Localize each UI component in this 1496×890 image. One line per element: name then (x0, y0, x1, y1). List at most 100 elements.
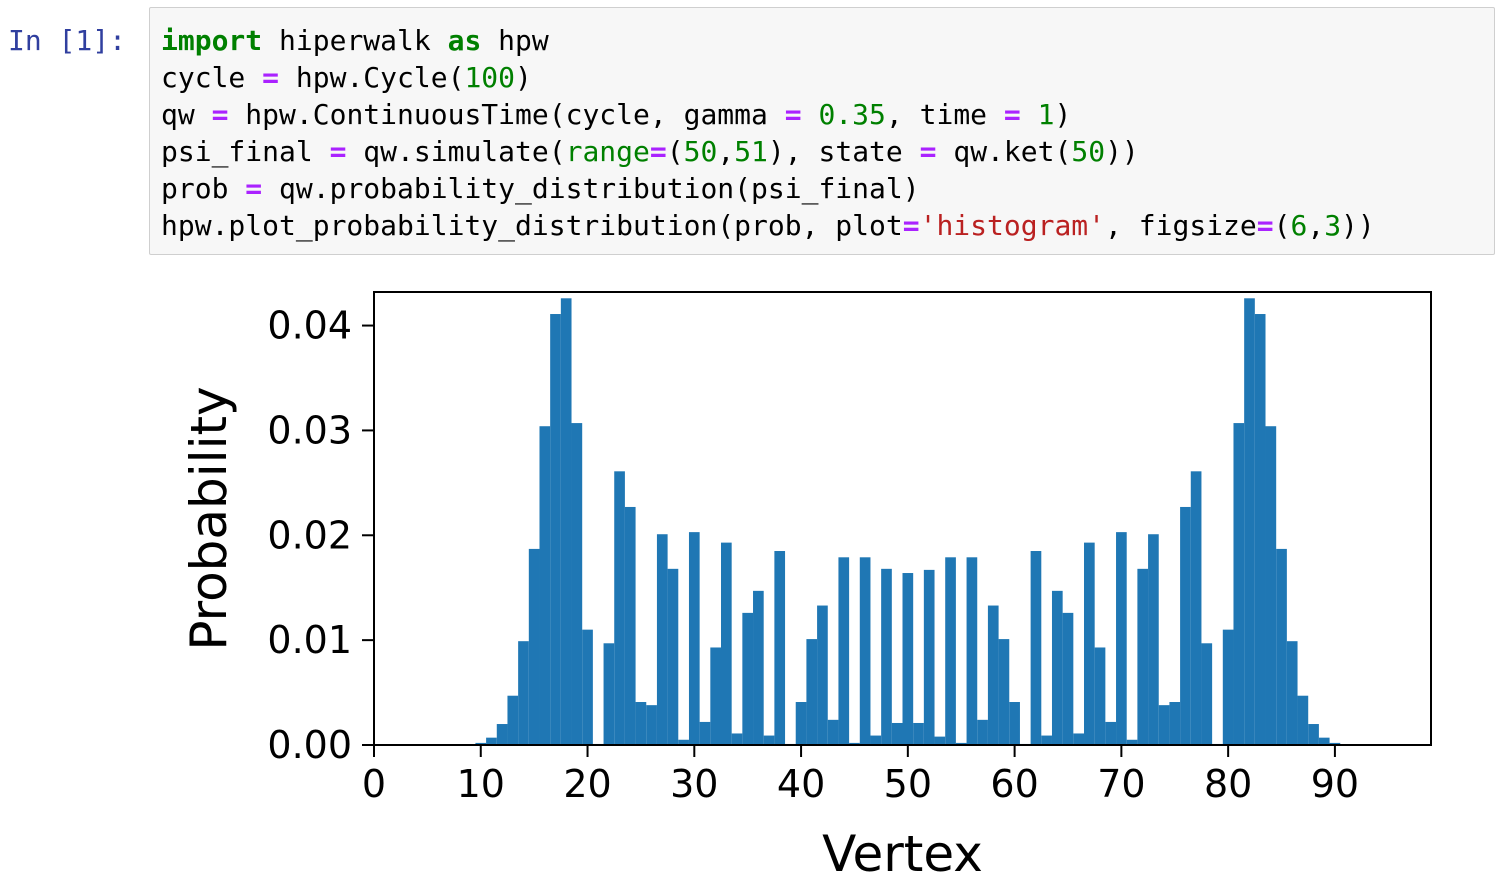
x-tick-label: 30 (670, 762, 718, 806)
histogram-bar (1105, 721, 1117, 745)
histogram-bar (507, 695, 519, 745)
histogram-bar (1297, 695, 1309, 745)
histogram-bar (560, 298, 572, 745)
code-line: hpw.plot_probability_distribution(prob, … (161, 207, 1375, 244)
code-token: , time (885, 98, 1004, 131)
code-token: 50 (683, 135, 718, 168)
histogram-bar (1190, 471, 1202, 745)
histogram-bar (1137, 568, 1149, 745)
histogram-bar (891, 722, 903, 745)
code-token: = (649, 135, 667, 168)
histogram-bar (646, 705, 657, 745)
histogram-bar (774, 551, 786, 745)
histogram-bar (688, 532, 700, 745)
input-prompt: In [1]: (8, 24, 127, 57)
code-line: import hiperwalk as hpw (161, 22, 1375, 59)
x-axis-ticks: 0 10 20 30 40 50 60 70 80 90 (362, 745, 1359, 806)
code-cell[interactable]: import hiperwalk as hpw cycle = hpw.Cycle… (149, 7, 1495, 255)
histogram-bar (987, 605, 999, 745)
histogram-bar (1276, 548, 1287, 745)
x-tick-label: 0 (362, 762, 386, 806)
x-tick-label: 50 (884, 762, 932, 806)
code-token: = (919, 135, 937, 168)
y-axis-label: Probability (180, 386, 238, 650)
histogram-bar (742, 612, 754, 745)
histogram-bar (795, 702, 807, 745)
histogram-bar (945, 557, 956, 745)
code-token: 1 (1037, 98, 1055, 131)
cell-output: 0 10 20 30 40 50 60 70 80 90 0.00 0.01 0.02 0.03 0.04… (0, 268, 1496, 888)
histogram-bar (486, 737, 497, 745)
code-token: psi_final (161, 135, 330, 168)
y-tick-label: 0.04 (267, 304, 352, 348)
y-tick-label: 0.03 (267, 408, 352, 452)
code-token: hpw.ContinuousTime(cycle, gamma (228, 98, 785, 131)
code-token (802, 98, 819, 131)
code-line: qw = hpw.ContinuousTime(cycle, gamma = 0… (161, 96, 1375, 133)
histogram-bar (1158, 705, 1170, 745)
histogram-bar (1233, 423, 1245, 745)
code-token: 6 (1290, 209, 1308, 242)
histogram-bar (859, 557, 871, 745)
histogram-bar (1180, 506, 1191, 745)
code-token: ) (515, 61, 532, 94)
histogram-bar (870, 735, 882, 745)
histogram-bar (1094, 647, 1106, 745)
code-line: prob = qw.probability_distribution(psi_f… (161, 170, 1375, 207)
code-token: = (1003, 98, 1021, 131)
histogram-bar (934, 736, 946, 745)
histogram-bar (518, 641, 529, 745)
histogram-bar (977, 719, 988, 745)
x-tick-label: 80 (1204, 762, 1252, 806)
code-token: , (1307, 209, 1325, 242)
code-token: = (902, 209, 920, 242)
histogram-bar (955, 742, 967, 745)
histogram-bar (1116, 532, 1127, 745)
histogram-bar (806, 639, 818, 745)
histogram-bar (1329, 742, 1341, 745)
histogram-bar (1169, 702, 1181, 745)
histogram-bar (1244, 298, 1255, 745)
code-token: import (161, 24, 263, 57)
histogram-bar (496, 724, 508, 745)
histogram-bar (571, 423, 583, 745)
x-tick-label: 60 (990, 762, 1038, 806)
code-token: hpw.Cycle( (279, 61, 465, 94)
code-token: 0.35 (818, 98, 886, 131)
histogram-bar (624, 506, 636, 745)
histogram-bar (1308, 724, 1319, 745)
histogram-bar (1051, 590, 1063, 745)
code-token: qw (161, 98, 212, 131)
histogram-bar (1254, 314, 1266, 745)
x-tick-label: 90 (1311, 762, 1359, 806)
code-token: qw.probability_distribution(psi_final) (262, 172, 920, 205)
code-editor[interactable]: import hiperwalk as hpw cycle = hpw.Cycle… (161, 22, 1375, 244)
code-token: ( (666, 135, 684, 168)
code-token: ), state (767, 135, 920, 168)
histogram-bar (635, 702, 647, 745)
histogram-bar (827, 719, 839, 745)
histogram-bar (614, 471, 625, 745)
code-token: , figsize (1105, 209, 1257, 242)
code-line: psi_final = qw.simulate(range=(50,51), s… (161, 133, 1375, 170)
code-token: 50 (1071, 135, 1106, 168)
code-token: )) (1105, 135, 1139, 168)
histogram-bar (1286, 641, 1298, 745)
code-token: = (1256, 209, 1274, 242)
code-token: hiperwalk (262, 24, 448, 57)
histogram-bar (849, 742, 860, 745)
x-tick-label: 10 (457, 762, 505, 806)
histogram-bar (1009, 702, 1020, 745)
histogram-bar (720, 542, 732, 745)
code-token: as (447, 24, 482, 57)
histogram-bar (838, 557, 850, 745)
y-tick-label: 0.02 (267, 513, 352, 557)
histogram-bar (603, 643, 615, 745)
code-token: cycle (161, 61, 263, 94)
x-tick-label: 40 (777, 762, 825, 806)
histogram-bar (550, 314, 561, 745)
histogram-bar (966, 557, 978, 745)
code-token: range (565, 135, 650, 168)
code-token: 'histogram' (919, 209, 1106, 242)
code-token: qw.simulate( (346, 135, 566, 168)
